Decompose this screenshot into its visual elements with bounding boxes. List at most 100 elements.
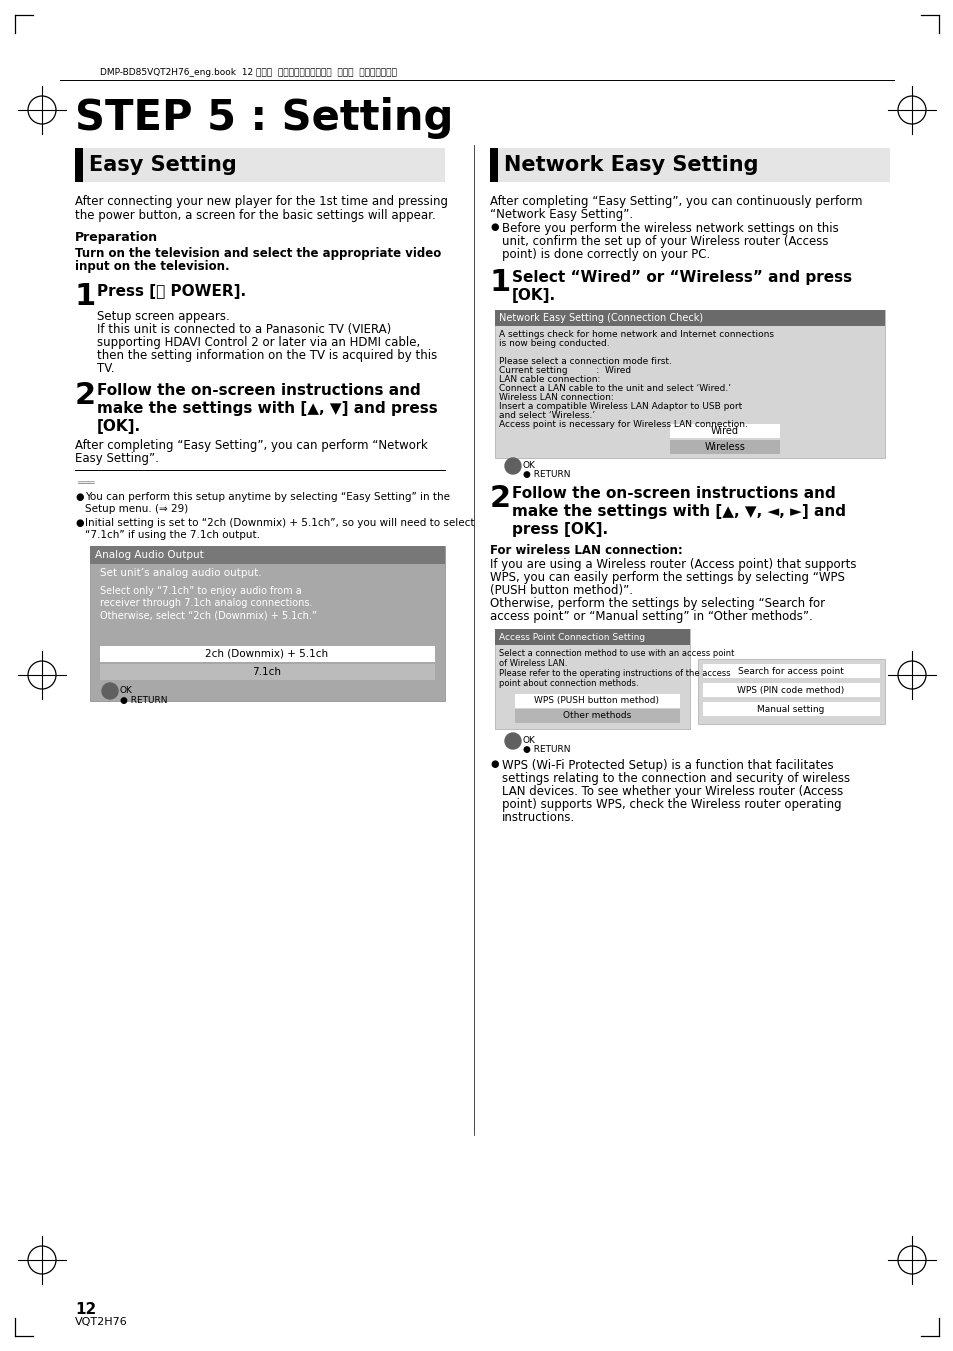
Text: Manual setting: Manual setting	[757, 704, 823, 713]
Text: Connect a LAN cable to the unit and select ‘Wired.’: Connect a LAN cable to the unit and sele…	[498, 384, 730, 393]
Text: 1: 1	[490, 267, 511, 297]
Text: make the settings with [▲, ▼, ◄, ►] and: make the settings with [▲, ▼, ◄, ►] and	[512, 504, 845, 519]
Bar	[669, 424, 780, 438]
Text: WPS (PIN code method): WPS (PIN code method)	[737, 685, 843, 694]
Text: Current setting          :  Wired: Current setting : Wired	[498, 366, 631, 376]
Text: the power button, a screen for the basic settings will appear.: the power button, a screen for the basic…	[75, 209, 436, 222]
Text: and select ‘Wireless.’: and select ‘Wireless.’	[498, 411, 595, 420]
Text: Wireless: Wireless	[704, 442, 744, 453]
Text: A settings check for home network and Internet connections: A settings check for home network and In…	[498, 330, 773, 339]
Text: Turn on the television and select the appropriate video: Turn on the television and select the ap…	[75, 247, 441, 259]
Text: Access Point Connection Setting: Access Point Connection Setting	[498, 632, 644, 642]
Circle shape	[102, 684, 118, 698]
Text: “7.1ch” if using the 7.1ch output.: “7.1ch” if using the 7.1ch output.	[85, 530, 260, 540]
Circle shape	[504, 734, 520, 748]
Text: point) is done correctly on your PC.: point) is done correctly on your PC.	[501, 249, 709, 261]
Text: Follow the on-screen instructions and: Follow the on-screen instructions and	[512, 486, 835, 501]
Text: Analog Audio Output: Analog Audio Output	[95, 550, 204, 561]
Text: OK: OK	[522, 461, 536, 470]
Text: is now being conducted.: is now being conducted.	[498, 339, 609, 349]
Text: Please select a connection mode first.: Please select a connection mode first.	[498, 357, 671, 366]
Text: ●: ●	[490, 759, 498, 769]
Text: point about connection methods.: point about connection methods.	[498, 680, 638, 688]
Bar	[702, 663, 879, 678]
Text: press [OK].: press [OK].	[512, 521, 607, 536]
Text: Access point is necessary for Wireless LAN connection.: Access point is necessary for Wireless L…	[498, 420, 747, 430]
Bar	[75, 149, 83, 182]
Text: 2: 2	[490, 484, 511, 513]
Text: Select “Wired” or “Wireless” and press: Select “Wired” or “Wireless” and press	[512, 270, 851, 285]
Text: Wireless LAN connection:: Wireless LAN connection:	[498, 393, 613, 403]
Bar	[702, 684, 879, 697]
Text: WPS (Wi-Fi Protected Setup) is a function that facilitates: WPS (Wi-Fi Protected Setup) is a functio…	[501, 759, 833, 771]
Text: of Wireless LAN.: of Wireless LAN.	[498, 659, 567, 667]
Text: “Network Easy Setting”.: “Network Easy Setting”.	[490, 208, 633, 222]
Text: After completing “Easy Setting”, you can perform “Network: After completing “Easy Setting”, you can…	[75, 439, 427, 453]
Text: 12: 12	[75, 1302, 96, 1317]
Text: receiver through 7.1ch analog connections.: receiver through 7.1ch analog connection…	[100, 598, 313, 608]
Text: 2ch (Downmix) + 5.1ch: 2ch (Downmix) + 5.1ch	[205, 648, 328, 659]
Text: After completing “Easy Setting”, you can continuously perform: After completing “Easy Setting”, you can…	[490, 195, 862, 208]
Bar	[490, 149, 889, 182]
Text: ═══: ═══	[77, 478, 94, 488]
Text: You can perform this setup anytime by selecting “Easy Setting” in the: You can perform this setup anytime by se…	[85, 492, 450, 503]
Text: Setup screen appears.: Setup screen appears.	[97, 309, 230, 323]
Bar	[515, 709, 679, 723]
Text: Preparation: Preparation	[75, 231, 158, 245]
Text: ●: ●	[75, 492, 84, 503]
Bar	[495, 309, 884, 326]
Text: Follow the on-screen instructions and: Follow the on-screen instructions and	[97, 382, 420, 399]
Text: WPS, you can easily perform the settings by selecting “WPS: WPS, you can easily perform the settings…	[490, 571, 844, 584]
Bar	[100, 646, 435, 662]
Text: VQT2H76: VQT2H76	[75, 1317, 128, 1327]
Text: Wired: Wired	[710, 426, 739, 436]
Text: Easy Setting”.: Easy Setting”.	[75, 453, 159, 465]
Text: WPS (PUSH button method): WPS (PUSH button method)	[534, 697, 659, 705]
Bar	[495, 309, 884, 458]
Text: Before you perform the wireless network settings on this: Before you perform the wireless network …	[501, 222, 838, 235]
Text: ● RETURN: ● RETURN	[522, 470, 570, 480]
Text: make the settings with [▲, ▼] and press: make the settings with [▲, ▼] and press	[97, 401, 437, 416]
Text: (PUSH button method)”.: (PUSH button method)”.	[490, 584, 633, 597]
Bar	[495, 630, 689, 730]
Text: If this unit is connected to a Panasonic TV (VIERA): If this unit is connected to a Panasonic…	[97, 323, 391, 336]
Text: Network Easy Setting (Connection Check): Network Easy Setting (Connection Check)	[498, 313, 702, 323]
Text: Select a connection method to use with an access point: Select a connection method to use with a…	[498, 648, 734, 658]
Text: settings relating to the connection and security of wireless: settings relating to the connection and …	[501, 771, 849, 785]
Text: After connecting your new player for the 1st time and pressing: After connecting your new player for the…	[75, 195, 448, 208]
Text: access point” or “Manual setting” in “Other methods”.: access point” or “Manual setting” in “Ot…	[490, 611, 812, 623]
Text: Setup menu. (⇒ 29): Setup menu. (⇒ 29)	[85, 504, 188, 513]
Text: Please refer to the operating instructions of the access: Please refer to the operating instructio…	[498, 669, 730, 678]
Text: [OK].: [OK].	[97, 419, 141, 434]
Bar	[90, 546, 444, 563]
Text: point) supports WPS, check the Wireless router operating: point) supports WPS, check the Wireless …	[501, 798, 841, 811]
Text: [OK].: [OK].	[512, 288, 556, 303]
Text: Set unit’s analog audio output.: Set unit’s analog audio output.	[100, 567, 261, 578]
Text: Search for access point: Search for access point	[738, 666, 843, 676]
Text: Otherwise, perform the settings by selecting “Search for: Otherwise, perform the settings by selec…	[490, 597, 824, 611]
Text: DMP-BD85VQT2H76_eng.book  12 ページ  ２００９年１２月３日  木曜日  午後４時５７分: DMP-BD85VQT2H76_eng.book 12 ページ ２００９年１２月…	[100, 68, 396, 77]
Text: Select only “7.1ch” to enjoy audio from a: Select only “7.1ch” to enjoy audio from …	[100, 586, 301, 596]
Bar	[702, 703, 879, 716]
Bar	[100, 663, 435, 680]
Bar	[495, 630, 689, 644]
Text: instructions.: instructions.	[501, 811, 575, 824]
Text: 7.1ch: 7.1ch	[253, 667, 281, 677]
Text: For wireless LAN connection:: For wireless LAN connection:	[490, 544, 682, 557]
Bar	[515, 694, 679, 708]
Text: Other methods: Other methods	[562, 712, 631, 720]
Text: If you are using a Wireless router (Access point) that supports: If you are using a Wireless router (Acce…	[490, 558, 856, 571]
Bar	[698, 659, 884, 724]
Text: then the setting information on the TV is acquired by this: then the setting information on the TV i…	[97, 349, 436, 362]
Text: OK: OK	[522, 736, 536, 744]
Text: Initial setting is set to “2ch (Downmix) + 5.1ch”, so you will need to select: Initial setting is set to “2ch (Downmix)…	[85, 517, 474, 528]
Bar	[490, 149, 497, 182]
Text: Insert a compatible Wireless LAN Adaptor to USB port: Insert a compatible Wireless LAN Adaptor…	[498, 403, 741, 411]
Text: Easy Setting: Easy Setting	[89, 155, 236, 176]
Text: ●: ●	[75, 517, 84, 528]
Text: LAN cable connection:: LAN cable connection:	[498, 376, 599, 384]
Text: 1: 1	[75, 282, 96, 311]
Bar	[669, 440, 780, 454]
Text: LAN devices. To see whether your Wireless router (Access: LAN devices. To see whether your Wireles…	[501, 785, 842, 798]
Circle shape	[504, 458, 520, 474]
